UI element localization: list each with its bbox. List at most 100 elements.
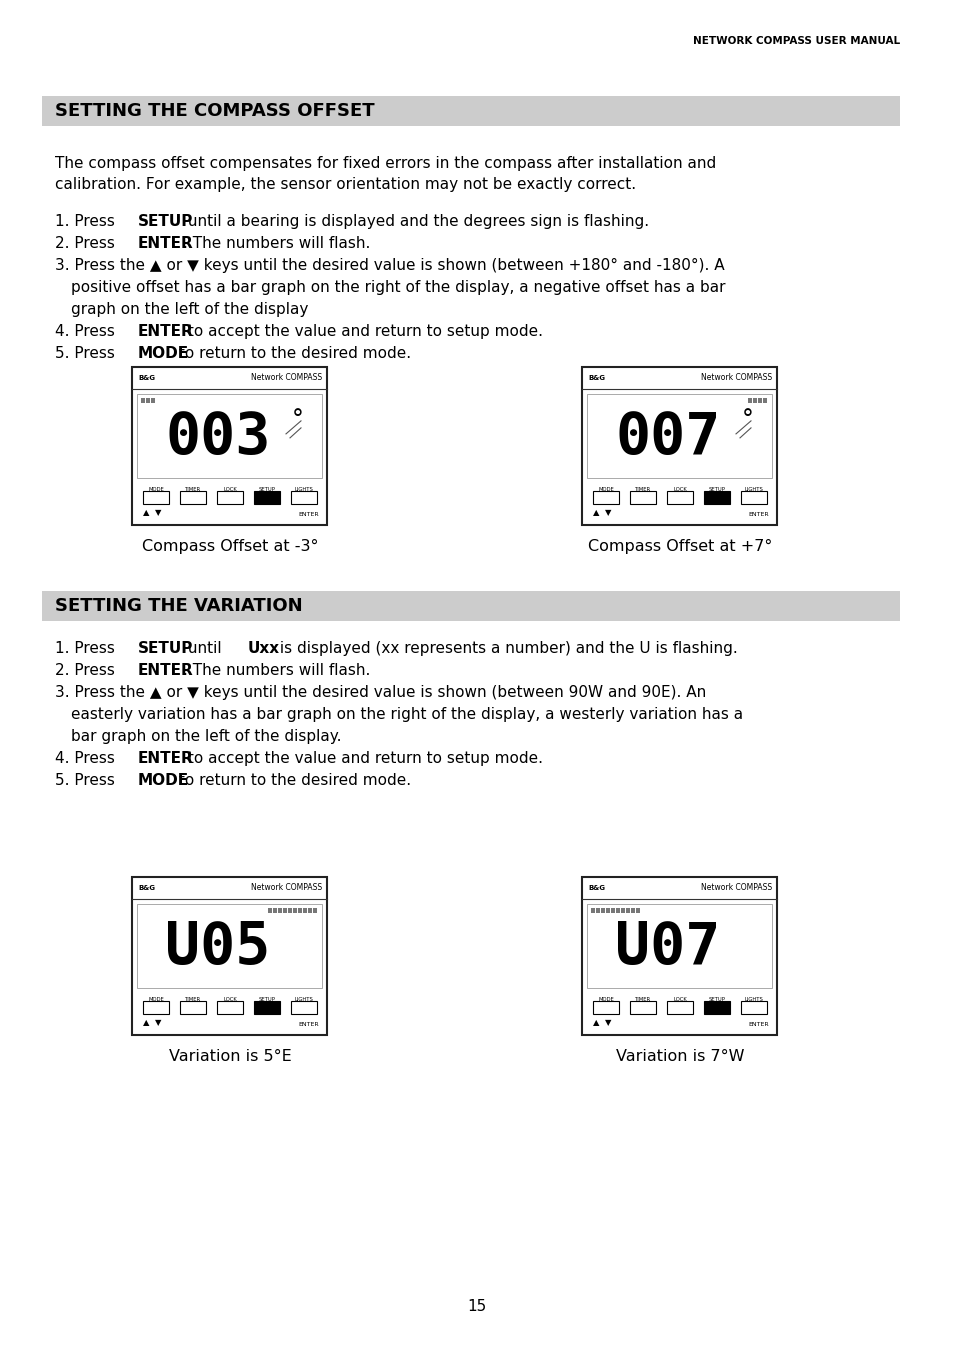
Text: ENTER: ENTER: [748, 512, 769, 517]
Text: to accept the value and return to setup mode.: to accept the value and return to setup …: [183, 324, 543, 339]
Text: MODE: MODE: [137, 346, 189, 361]
Bar: [274, 908, 277, 913]
Text: B&G: B&G: [138, 885, 155, 892]
Text: 1. Press: 1. Press: [55, 213, 120, 230]
Bar: [278, 908, 282, 913]
Bar: [253, 1001, 280, 1015]
Text: ▲: ▲: [143, 508, 150, 517]
Text: to accept the value and return to setup mode.: to accept the value and return to setup …: [183, 751, 543, 766]
Text: Variation is 7°W: Variation is 7°W: [615, 1048, 743, 1065]
Text: SETUP: SETUP: [137, 640, 193, 657]
Text: Network COMPASS: Network COMPASS: [700, 373, 772, 382]
Text: Compass Offset at +7°: Compass Offset at +7°: [587, 539, 771, 554]
Text: LOCK: LOCK: [223, 486, 236, 492]
Text: MODE: MODE: [598, 486, 613, 492]
Text: B&G: B&G: [138, 376, 155, 381]
Bar: [758, 399, 761, 403]
Bar: [132, 367, 327, 526]
Text: . The numbers will flash.: . The numbers will flash.: [183, 663, 371, 678]
Bar: [629, 490, 656, 504]
Bar: [268, 908, 273, 913]
Text: positive offset has a bar graph on the right of the display, a negative offset h: positive offset has a bar graph on the r…: [71, 280, 724, 295]
Bar: [283, 908, 287, 913]
Bar: [42, 96, 899, 126]
Text: SETUP: SETUP: [137, 213, 193, 230]
Bar: [308, 908, 313, 913]
Text: graph on the left of the display: graph on the left of the display: [71, 303, 308, 317]
Bar: [748, 399, 752, 403]
Bar: [631, 908, 635, 913]
Bar: [288, 908, 293, 913]
Bar: [582, 877, 777, 1035]
Text: SETUP: SETUP: [258, 486, 275, 492]
Text: SETUP: SETUP: [708, 486, 724, 492]
Text: 1. Press: 1. Press: [55, 640, 120, 657]
Text: ▼: ▼: [604, 1019, 611, 1027]
Text: TIMER: TIMER: [185, 997, 201, 1002]
Bar: [314, 908, 317, 913]
Bar: [666, 1001, 692, 1015]
Text: Network COMPASS: Network COMPASS: [251, 373, 322, 382]
Text: 003: 003: [165, 409, 271, 466]
Text: ▼: ▼: [604, 508, 611, 517]
Text: 3. Press the ▲ or ▼ keys until the desired value is shown (between 90W and 90E).: 3. Press the ▲ or ▼ keys until the desir…: [55, 685, 705, 700]
Text: 2. Press: 2. Press: [55, 663, 120, 678]
Bar: [291, 1001, 316, 1015]
Bar: [762, 399, 767, 403]
Text: LIGHTS: LIGHTS: [294, 486, 314, 492]
Text: Network COMPASS: Network COMPASS: [700, 884, 772, 893]
Text: 4. Press: 4. Press: [55, 751, 120, 766]
Text: Uxx: Uxx: [247, 640, 279, 657]
Bar: [740, 490, 766, 504]
Text: 007: 007: [615, 409, 720, 466]
Bar: [216, 1001, 243, 1015]
Text: easterly variation has a bar graph on the right of the display, a westerly varia: easterly variation has a bar graph on th…: [71, 707, 742, 721]
Text: ▲: ▲: [143, 1019, 150, 1027]
Text: ENTER: ENTER: [137, 324, 193, 339]
Text: ENTER: ENTER: [137, 751, 193, 766]
Bar: [587, 904, 772, 988]
Text: bar graph on the left of the display.: bar graph on the left of the display.: [71, 730, 341, 744]
Bar: [601, 908, 605, 913]
Text: Variation is 5°E: Variation is 5°E: [169, 1048, 291, 1065]
Bar: [606, 908, 610, 913]
Text: ENTER: ENTER: [137, 236, 193, 251]
Text: LOCK: LOCK: [673, 486, 686, 492]
Bar: [137, 394, 322, 478]
Text: U07: U07: [615, 920, 720, 977]
Bar: [180, 1001, 206, 1015]
Text: to return to the desired mode.: to return to the desired mode.: [174, 773, 411, 788]
Bar: [629, 1001, 656, 1015]
Bar: [294, 908, 297, 913]
Bar: [42, 590, 899, 621]
Bar: [596, 908, 599, 913]
Text: is displayed (xx represents a number) and the U is flashing.: is displayed (xx represents a number) an…: [274, 640, 737, 657]
Bar: [143, 1001, 169, 1015]
Text: ▼: ▼: [155, 1019, 162, 1027]
Bar: [593, 490, 618, 504]
Text: B&G: B&G: [588, 885, 605, 892]
Bar: [216, 490, 243, 504]
Text: 5. Press: 5. Press: [55, 773, 120, 788]
Bar: [740, 1001, 766, 1015]
Text: TIMER: TIMER: [635, 997, 650, 1002]
Text: ENTER: ENTER: [298, 512, 319, 517]
Bar: [703, 490, 729, 504]
Text: LIGHTS: LIGHTS: [294, 997, 314, 1002]
Text: Network COMPASS: Network COMPASS: [251, 884, 322, 893]
Text: until: until: [183, 640, 227, 657]
Bar: [636, 908, 639, 913]
Bar: [180, 490, 206, 504]
Text: 2. Press: 2. Press: [55, 236, 120, 251]
Text: U05: U05: [165, 920, 271, 977]
Bar: [141, 399, 146, 403]
Bar: [298, 908, 302, 913]
Text: Compass Offset at -3°: Compass Offset at -3°: [142, 539, 318, 554]
Text: LOCK: LOCK: [673, 997, 686, 1002]
Bar: [132, 877, 327, 1035]
Text: TIMER: TIMER: [635, 486, 650, 492]
Text: to return to the desired mode.: to return to the desired mode.: [174, 346, 411, 361]
Bar: [253, 490, 280, 504]
Bar: [591, 908, 595, 913]
Text: MODE: MODE: [137, 773, 189, 788]
